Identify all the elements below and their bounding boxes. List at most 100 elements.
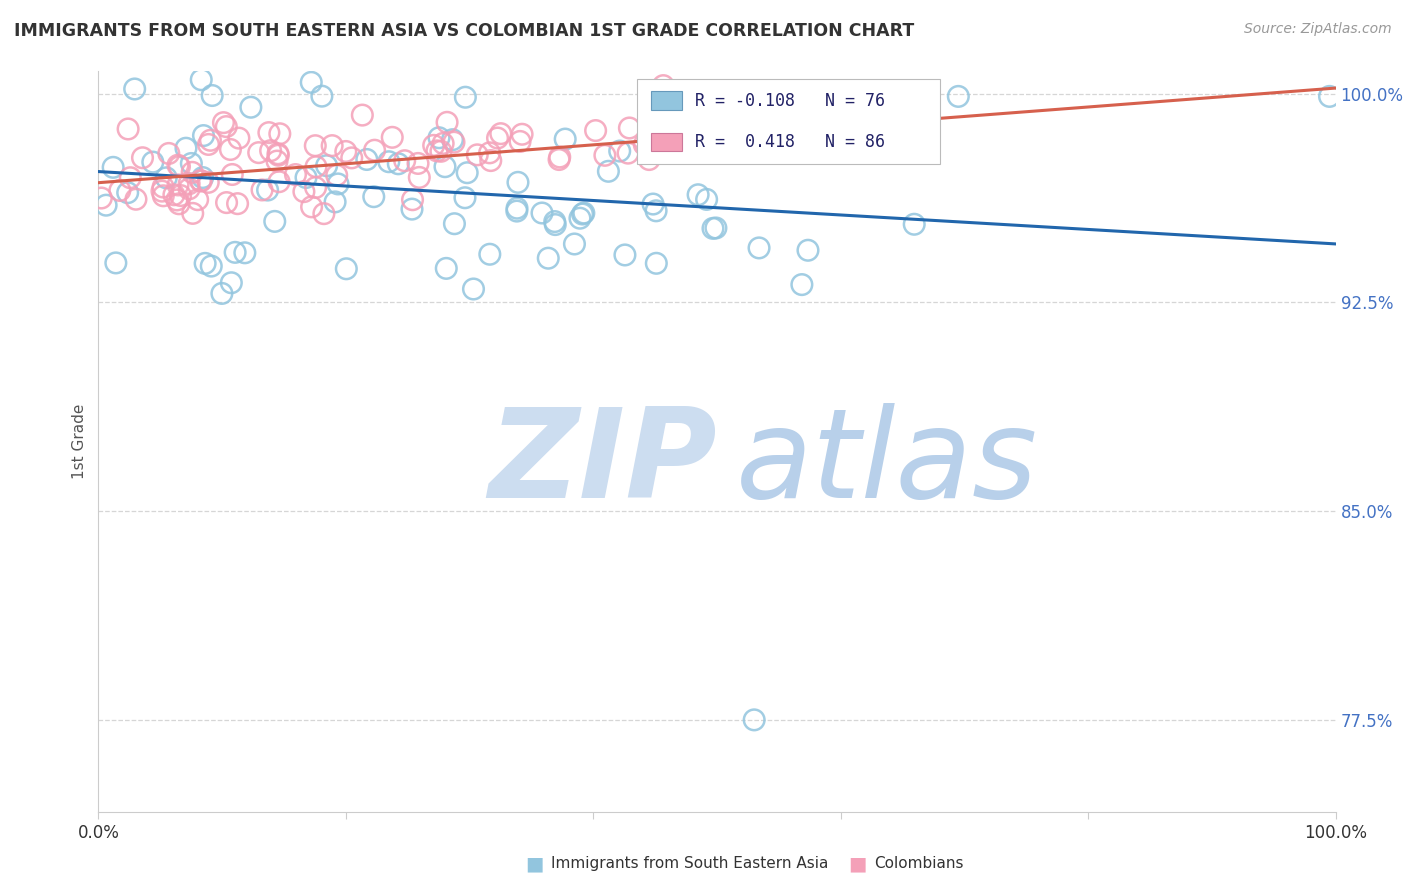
Point — [478, 145, 501, 160]
Point — [166, 193, 188, 207]
Point — [853, 88, 876, 103]
Point — [131, 151, 153, 165]
Point — [465, 148, 488, 162]
Point — [197, 137, 219, 152]
Point — [304, 180, 326, 194]
Text: Colombians: Colombians — [875, 856, 965, 871]
Point — [326, 177, 349, 191]
Point — [506, 201, 529, 215]
Point — [194, 256, 217, 270]
Text: IMMIGRANTS FROM SOUTH EASTERN ASIA VS COLOMBIAN 1ST GRADE CORRELATION CHART: IMMIGRANTS FROM SOUTH EASTERN ASIA VS CO… — [14, 22, 914, 40]
Point — [263, 214, 285, 228]
Point — [167, 158, 190, 172]
Point — [269, 127, 291, 141]
Point — [215, 120, 238, 134]
Text: R =  0.418   N = 86: R = 0.418 N = 86 — [695, 133, 884, 151]
Point — [211, 286, 233, 301]
Point — [181, 206, 204, 220]
Point — [568, 211, 591, 226]
Point — [790, 277, 813, 292]
Point — [486, 131, 509, 145]
Point — [299, 75, 322, 89]
Point — [748, 241, 770, 255]
Point — [702, 221, 724, 235]
Point — [598, 164, 620, 178]
Point — [593, 148, 616, 162]
Point — [548, 153, 571, 167]
Point — [363, 189, 385, 203]
Point — [101, 161, 124, 175]
Point — [905, 137, 928, 152]
Point — [443, 217, 465, 231]
Point — [797, 244, 820, 258]
Point — [443, 135, 465, 149]
Point — [585, 123, 607, 137]
Point — [90, 191, 112, 205]
Point — [571, 207, 593, 221]
Point — [174, 141, 197, 155]
Point — [352, 108, 374, 122]
Point — [394, 153, 416, 168]
Point — [150, 184, 173, 198]
Point — [169, 188, 191, 202]
Point — [190, 174, 212, 188]
Point — [910, 89, 932, 103]
Point — [506, 175, 529, 189]
Point — [454, 191, 477, 205]
Point — [267, 148, 290, 162]
Text: atlas: atlas — [735, 403, 1038, 524]
Point — [554, 132, 576, 146]
Point — [363, 143, 385, 157]
Point — [200, 259, 222, 273]
Point — [479, 153, 502, 168]
Point — [215, 195, 238, 210]
Point — [846, 124, 869, 138]
Point — [292, 185, 315, 199]
Point — [221, 276, 243, 290]
Point — [613, 248, 636, 262]
Point — [219, 143, 242, 157]
Point — [842, 144, 865, 158]
Point — [104, 256, 127, 270]
Bar — [651, 133, 682, 152]
Point — [948, 89, 970, 103]
Point — [641, 197, 664, 211]
Point — [250, 183, 273, 197]
Point — [117, 186, 139, 200]
Text: R = -0.108   N = 76: R = -0.108 N = 76 — [695, 92, 884, 110]
Point — [609, 144, 631, 158]
Point — [304, 138, 326, 153]
Point — [645, 256, 668, 270]
Point — [267, 146, 290, 161]
Point — [340, 151, 363, 165]
Point — [212, 115, 235, 129]
Point — [187, 193, 209, 207]
Point — [228, 131, 250, 145]
Point — [226, 196, 249, 211]
Point — [422, 138, 444, 153]
Point — [509, 135, 531, 149]
Point — [759, 113, 782, 128]
Bar — [637, 78, 939, 164]
Point — [142, 155, 165, 169]
Point — [506, 204, 529, 219]
Point — [177, 182, 200, 196]
Point — [157, 146, 180, 161]
Point — [432, 136, 454, 151]
Point — [284, 168, 307, 182]
Point — [433, 160, 456, 174]
Point — [152, 180, 174, 194]
Point — [572, 206, 595, 220]
Point — [266, 154, 288, 169]
Point — [117, 122, 139, 136]
Point — [295, 170, 318, 185]
Point — [247, 145, 270, 160]
Point — [544, 214, 567, 228]
Point — [401, 193, 423, 207]
Point — [430, 145, 453, 159]
Point — [617, 146, 640, 161]
Point — [537, 251, 560, 265]
Point — [125, 192, 148, 206]
Point — [436, 115, 458, 129]
Point — [381, 130, 404, 145]
